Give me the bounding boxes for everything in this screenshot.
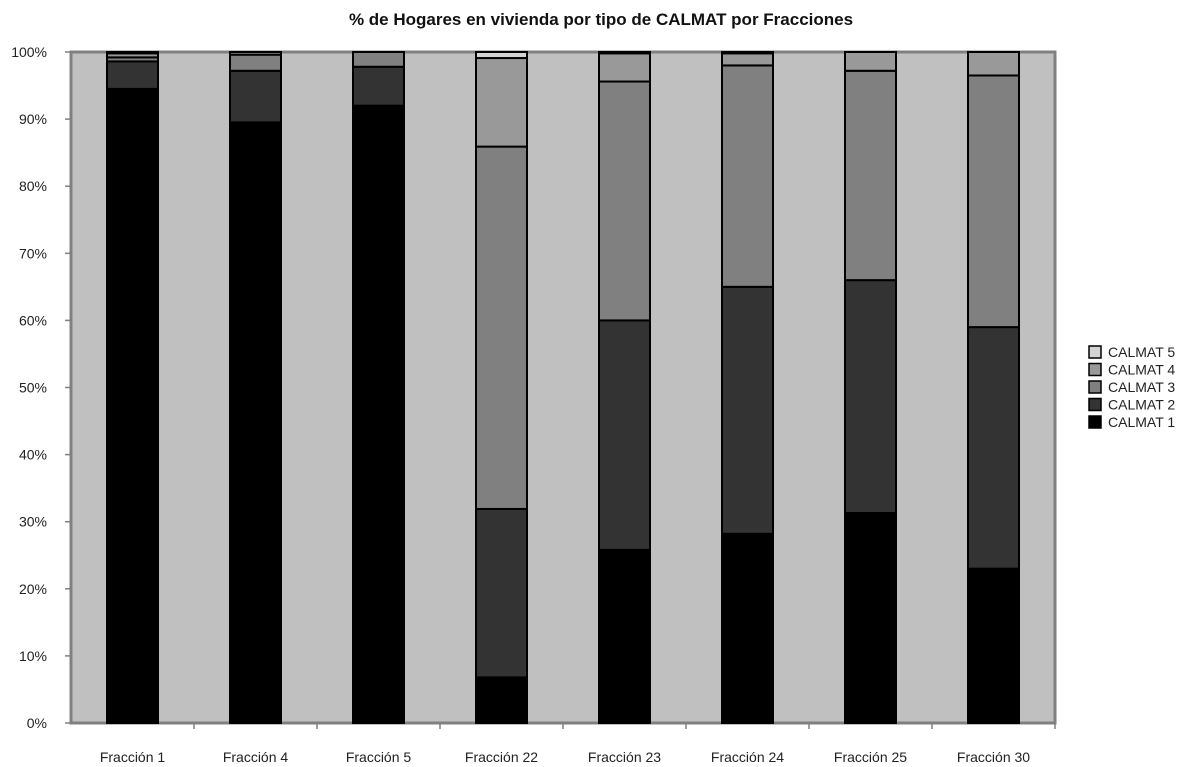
bar-segment-calmat-4 (967, 51, 1020, 77)
legend-swatch (1088, 362, 1102, 377)
y-tick-label: 30% (19, 514, 47, 530)
y-tick-label: 20% (19, 581, 47, 597)
bar-segment-calmat-5 (475, 51, 528, 60)
bar-segment-calmat-3 (598, 80, 651, 322)
bar-segment-calmat-2 (598, 319, 651, 551)
x-tick-label: Fracción 30 (957, 749, 1030, 765)
bar-segment-calmat-5 (721, 51, 774, 55)
y-tick-label: 60% (19, 312, 47, 328)
bar-segment-calmat-2 (352, 65, 405, 107)
bar-segment-calmat-1 (721, 532, 774, 725)
x-tick-label: Fracción 24 (711, 749, 784, 765)
y-tick-label: 0% (27, 715, 47, 731)
bar-segment-calmat-2 (721, 285, 774, 535)
x-axis: Fracción 1 Fracción 4 Fracción 5 Fracción 2… (100, 723, 1056, 765)
bar-segment-calmat-1 (967, 567, 1020, 724)
bar-segment-calmat-3 (721, 64, 774, 288)
bar-segment-calmat-4 (721, 52, 774, 67)
bar-segment-calmat-5 (598, 51, 651, 55)
x-tick-label: Fracción 5 (346, 749, 412, 765)
bar-segment-calmat-3 (352, 51, 405, 68)
bar-segment-calmat-4 (475, 57, 528, 148)
y-axis: 0% 10% 20% 30% 40% 50% 60% 70% 80% 90% 100% (11, 44, 71, 731)
bar-segment-calmat-3 (844, 69, 897, 282)
x-tick-label: Fracción 25 (834, 749, 907, 765)
y-tick-label: 70% (19, 245, 47, 261)
bar-segment-calmat-2 (844, 279, 897, 514)
bar-segment-calmat-5 (106, 51, 159, 55)
x-tick-label: Fracción 4 (223, 749, 289, 765)
legend-label: CALMAT 5 (1108, 344, 1175, 360)
bar-segment-calmat-3 (229, 53, 282, 72)
legend-label: CALMAT 4 (1108, 362, 1175, 378)
legend-swatch (1088, 415, 1102, 429)
bar-segment-calmat-2 (967, 326, 1020, 570)
bar-segment-calmat-4 (229, 51, 282, 56)
chart-title: % de Hogares en vivienda por tipo de CAL… (349, 10, 853, 29)
bar-segment-calmat-3 (475, 145, 528, 510)
y-tick-label: 40% (19, 447, 47, 463)
x-tick-label: Fracción 1 (100, 749, 166, 765)
x-tick-label: Fracción 22 (465, 749, 538, 765)
plot-area (69, 50, 1057, 725)
legend-label: CALMAT 1 (1108, 414, 1175, 430)
bar-segment-calmat-2 (475, 507, 528, 679)
legend-label: CALMAT 2 (1108, 397, 1175, 413)
y-tick-label: 50% (19, 380, 47, 396)
x-tick-label: Fracción 23 (588, 749, 661, 765)
legend-swatch (1088, 397, 1102, 412)
bar-segment-calmat-2 (229, 69, 282, 124)
bar-segment-calmat-2 (106, 60, 159, 90)
bars-group (106, 51, 1020, 725)
bar-segment-calmat-4 (598, 52, 651, 83)
bar-segment-calmat-1 (352, 104, 405, 725)
y-tick-label: 10% (19, 648, 47, 664)
y-tick-label: 100% (11, 44, 47, 60)
legend-swatch (1088, 345, 1102, 359)
legend-label: CALMAT 3 (1108, 379, 1175, 395)
bar-segment-calmat-3 (967, 74, 1020, 329)
bar-segment-calmat-1 (229, 121, 282, 724)
bar-segment-calmat-1 (106, 87, 159, 724)
y-tick-label: 80% (19, 178, 47, 194)
bar-segment-calmat-1 (844, 511, 897, 724)
bar-segment-calmat-1 (475, 676, 528, 725)
y-tick-label: 90% (19, 111, 47, 127)
bar-segment-calmat-1 (598, 548, 651, 725)
bar-segment-calmat-4 (844, 51, 897, 72)
legend-swatch (1088, 380, 1102, 394)
